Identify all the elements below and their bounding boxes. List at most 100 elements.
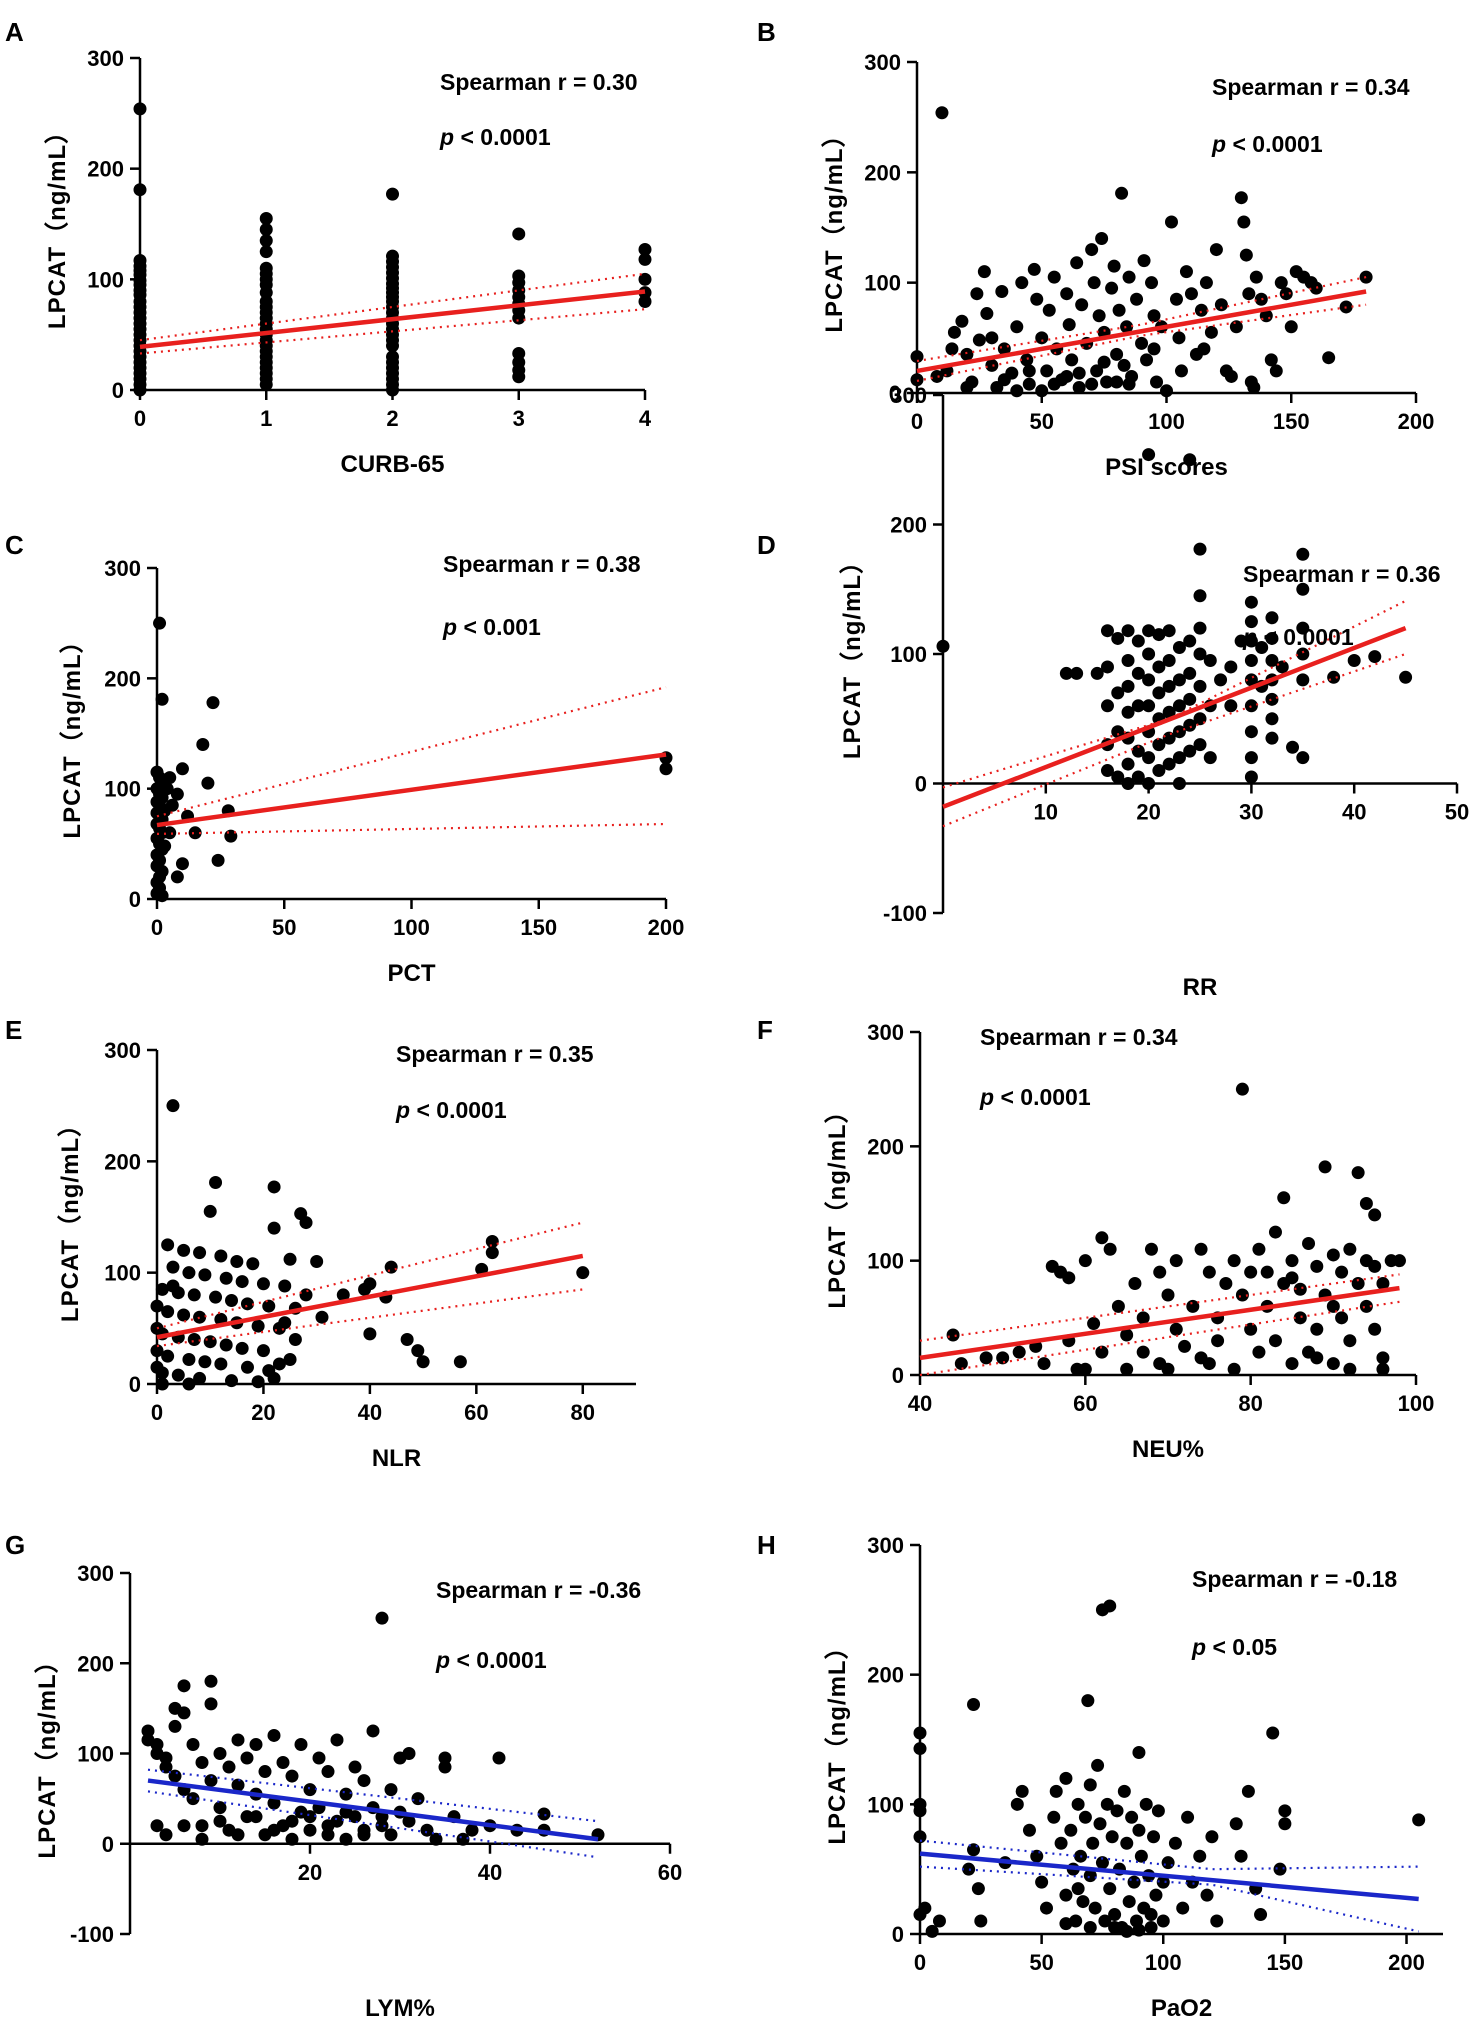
data-point <box>240 1810 254 1824</box>
data-point <box>925 1924 939 1938</box>
y-tick-label: 300 <box>87 46 124 71</box>
data-point <box>348 1760 362 1774</box>
data-point <box>230 1255 244 1269</box>
data-point <box>336 1288 350 1302</box>
y-axis-title: LPCAT（ng/mL） <box>839 549 866 759</box>
data-point <box>1122 270 1136 284</box>
data-point <box>1186 1299 1200 1313</box>
data-point <box>1151 1804 1165 1818</box>
data-point <box>1285 1357 1299 1371</box>
data-point <box>1120 1328 1134 1342</box>
data-point <box>1286 740 1300 754</box>
data-point <box>161 1305 175 1319</box>
data-point <box>1193 1849 1207 1863</box>
data-point <box>1244 653 1258 667</box>
data-point <box>1047 377 1061 391</box>
x-tick-label: 200 <box>1398 409 1435 434</box>
data-point <box>166 1279 180 1293</box>
data-point <box>438 1751 452 1765</box>
data-point <box>954 1357 968 1371</box>
y-axis-title: LPCAT（ng/mL） <box>57 1112 84 1322</box>
x-tick-label: 80 <box>1238 1391 1262 1416</box>
data-point <box>453 1355 467 1369</box>
data-point <box>1169 292 1183 306</box>
data-point <box>285 1769 299 1783</box>
data-point <box>188 826 202 840</box>
data-point <box>1260 1265 1274 1279</box>
data-point <box>141 1724 155 1738</box>
data-point <box>1111 686 1125 700</box>
x-tick-label: 100 <box>1398 1391 1435 1416</box>
data-point <box>1219 1277 1233 1291</box>
data-point <box>972 333 986 347</box>
data-point <box>1172 699 1186 713</box>
data-point <box>375 1611 389 1625</box>
data-point <box>315 1310 329 1324</box>
y-tick-label: 200 <box>867 1663 904 1688</box>
data-point <box>1070 256 1084 270</box>
data-point <box>638 252 652 266</box>
data-point <box>1176 1901 1190 1915</box>
data-point <box>1193 647 1207 661</box>
data-point <box>1078 1810 1092 1824</box>
data-point <box>321 1819 335 1833</box>
data-point <box>1193 621 1207 635</box>
chart-panel-g: G -100 0 100 200 300 20 40 60 LYM% LPCAT（ng/mL） Spe… <box>5 1530 682 2022</box>
p-value-label: p < 0.001 <box>442 614 541 640</box>
data-point <box>1169 1322 1183 1336</box>
data-point <box>133 183 147 197</box>
panel-letter: A <box>5 17 24 47</box>
data-point <box>1122 1895 1136 1909</box>
panel-letter: D <box>757 530 776 560</box>
data-point <box>1211 1334 1225 1348</box>
data-point <box>1035 384 1049 398</box>
data-point <box>1172 331 1186 345</box>
y-tick-label: 200 <box>890 513 927 538</box>
x-tick-label: 3 <box>513 406 525 431</box>
data-point <box>1174 364 1188 378</box>
data-point <box>1107 259 1121 273</box>
data-point <box>1278 1817 1292 1831</box>
data-point <box>1161 1856 1175 1870</box>
p-value-text: < 0.0001 <box>454 124 551 150</box>
data-point <box>1296 647 1310 661</box>
y-tick-label: 100 <box>87 267 124 292</box>
data-point <box>1242 287 1256 301</box>
x-tick-label: 50 <box>272 915 296 940</box>
data-point <box>213 1801 227 1815</box>
data-point <box>204 1697 218 1711</box>
data-point <box>1335 1311 1349 1325</box>
data-point <box>1095 1345 1109 1359</box>
data-point <box>1035 1875 1049 1889</box>
data-point <box>1244 699 1258 713</box>
data-point <box>1110 347 1124 361</box>
data-point <box>576 1266 590 1280</box>
p-symbol: p <box>442 614 457 640</box>
data-point <box>420 1823 434 1837</box>
data-point <box>240 1297 254 1311</box>
y-tick-label: 0 <box>102 1832 114 1857</box>
data-point <box>1359 1299 1373 1313</box>
data-point <box>1115 186 1129 200</box>
p-value-text: < 0.001 <box>457 614 541 640</box>
x-tick-label: 80 <box>571 1400 595 1425</box>
data-point <box>213 1747 227 1760</box>
data-point <box>1197 342 1211 356</box>
data-point <box>985 358 999 372</box>
x-tick-label: 0 <box>911 409 923 434</box>
x-tick-label: 150 <box>520 915 557 940</box>
data-point <box>1273 1862 1287 1876</box>
data-point <box>204 1674 218 1688</box>
data-point <box>1278 1804 1292 1818</box>
data-point <box>1255 641 1269 655</box>
y-tick-label: 300 <box>867 1533 904 1558</box>
data-point <box>1224 699 1238 713</box>
data-point <box>1128 1277 1142 1291</box>
data-point <box>256 1344 270 1358</box>
data-point <box>160 782 174 796</box>
data-point <box>1254 292 1268 306</box>
panel-letter: F <box>757 1015 773 1045</box>
data-point <box>1264 353 1278 367</box>
data-point <box>195 1756 209 1770</box>
data-point <box>1318 1160 1332 1174</box>
